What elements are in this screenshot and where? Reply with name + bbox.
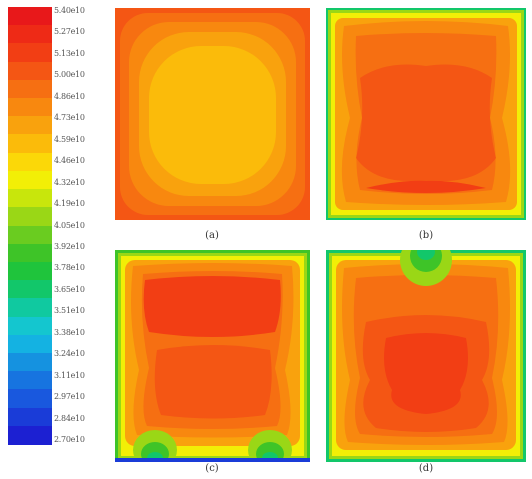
colorbar-swatch [8, 334, 52, 354]
colorbar-label: 5.00e10 [54, 70, 85, 80]
colorbar-swatch [8, 152, 52, 172]
colorbar-label: 4.32e10 [54, 177, 85, 187]
colorbar-swatch [8, 98, 52, 117]
colorbar-label: 5.40e10 [54, 6, 85, 15]
colorbar-swatch [8, 7, 52, 26]
colorbar-label: 4.46e10 [54, 156, 85, 166]
colorbar-label: 4.19e10 [54, 199, 85, 209]
contour-panel-c [115, 250, 310, 462]
colorbar-label: 5.27e10 [54, 27, 85, 37]
colorbar-label: 2.84e10 [54, 413, 85, 423]
panel-b-caption: (b) [418, 230, 434, 241]
colorbar-swatch [8, 316, 52, 336]
contour-panel-a [115, 8, 310, 220]
colorbar-label: 2.70e10 [54, 435, 85, 444]
colorbar-label: 2.97e10 [54, 392, 85, 402]
contour-panel-d [326, 250, 526, 462]
panel-d-caption: (d) [418, 463, 434, 474]
colorbar-swatch [8, 134, 52, 154]
colorbar-swatch [8, 243, 52, 263]
colorbar-label: 4.59e10 [54, 134, 85, 144]
colorbar-swatch [8, 352, 52, 372]
colorbar-swatch [8, 407, 52, 427]
colorbar-swatch [8, 116, 52, 136]
colorbar-label: 3.65e10 [54, 284, 85, 294]
colorbar-label: 3.51e10 [54, 306, 85, 316]
colorbar-swatch [8, 425, 52, 445]
colorbar-swatch [8, 261, 52, 281]
colorbar-swatch [8, 207, 52, 227]
colorbar-swatch [8, 79, 52, 99]
contour-panel-b [326, 8, 526, 220]
colorbar-swatch [8, 170, 52, 190]
colorbar-label: 4.73e10 [54, 113, 85, 123]
colorbar-swatch [8, 280, 52, 299]
colorbar-label: 3.38e10 [54, 327, 85, 337]
colorbar-label: 4.05e10 [54, 220, 85, 230]
colorbar-label: 3.78e10 [54, 263, 85, 273]
colorbar-swatch [8, 371, 52, 390]
colorbar-swatch [8, 61, 52, 81]
colorbar-label: 3.11e10 [54, 370, 85, 380]
colorbar-swatch [8, 189, 52, 208]
colorbar-swatch [8, 225, 52, 245]
panel-a-caption: (a) [205, 230, 219, 241]
colorbar-swatch [8, 25, 52, 44]
colorbar [8, 7, 52, 445]
colorbar-swatch [8, 389, 52, 409]
colorbar-swatch [8, 298, 52, 318]
colorbar-swatch [8, 43, 52, 63]
colorbar-label: 3.92e10 [54, 241, 85, 251]
panel-c-caption: (c) [205, 463, 219, 474]
colorbar-labels: 5.40e10 5.27e10 5.13e10 5.00e10 4.86e10 4.73e… [54, 7, 106, 444]
colorbar-label: 4.86e10 [54, 91, 85, 101]
colorbar-label: 3.24e10 [54, 349, 85, 359]
colorbar-label: 5.13e10 [54, 48, 85, 58]
